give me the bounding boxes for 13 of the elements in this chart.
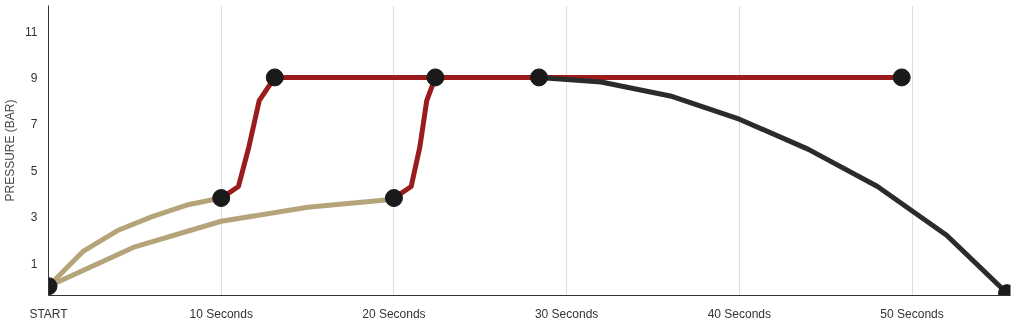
y-tick-label: 11 [25, 24, 38, 39]
x-tick-label: 50 Seconds [880, 306, 944, 321]
x-tick-label: 20 Seconds [362, 306, 426, 321]
y-axis-title: PRESSURE (BAR) [3, 99, 18, 202]
x-tick-label: 30 Seconds [534, 306, 599, 321]
y-tick-label: 1 [30, 256, 38, 271]
y-tick-label: 9 [30, 70, 38, 85]
y-tick-label: 5 [30, 163, 38, 178]
x-tick-label: START [29, 306, 69, 321]
y-tick-label: 3 [30, 210, 38, 225]
y-tick-label: 7 [30, 117, 38, 132]
x-tick-label: 40 Seconds [707, 306, 772, 321]
x-tick-label: 10 Seconds [189, 306, 253, 321]
